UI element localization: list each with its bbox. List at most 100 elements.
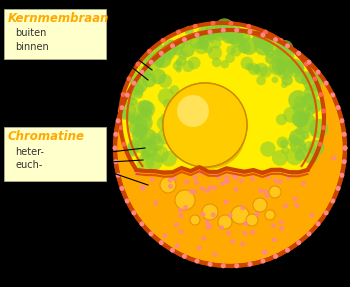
Circle shape (195, 33, 199, 37)
Circle shape (253, 198, 267, 212)
Circle shape (231, 206, 249, 224)
Circle shape (343, 146, 347, 150)
Circle shape (253, 32, 268, 46)
Circle shape (340, 173, 344, 177)
Circle shape (234, 176, 238, 180)
Circle shape (186, 106, 224, 144)
Circle shape (274, 179, 278, 183)
Circle shape (259, 36, 275, 52)
Circle shape (201, 213, 205, 216)
Circle shape (126, 146, 137, 157)
Circle shape (176, 30, 181, 34)
Circle shape (311, 82, 320, 90)
Circle shape (176, 96, 234, 154)
Text: buiten: buiten (15, 28, 46, 38)
Circle shape (324, 211, 328, 215)
Circle shape (139, 66, 145, 72)
Circle shape (141, 185, 145, 189)
Circle shape (140, 222, 144, 226)
Circle shape (208, 224, 212, 228)
Circle shape (215, 173, 218, 177)
Circle shape (142, 73, 156, 87)
Circle shape (121, 92, 126, 97)
Circle shape (190, 110, 220, 140)
Circle shape (190, 215, 200, 225)
Circle shape (190, 190, 193, 193)
Circle shape (281, 82, 288, 88)
Circle shape (222, 30, 236, 44)
Text: Chromatine: Chromatine (8, 130, 85, 143)
Circle shape (265, 53, 275, 64)
Circle shape (194, 40, 209, 54)
Circle shape (133, 123, 148, 138)
Circle shape (163, 234, 167, 237)
Circle shape (157, 129, 173, 144)
Circle shape (129, 117, 148, 137)
Circle shape (205, 189, 209, 193)
Circle shape (271, 50, 284, 62)
Circle shape (174, 38, 185, 50)
Circle shape (231, 240, 235, 243)
Circle shape (261, 33, 265, 37)
Circle shape (118, 125, 123, 130)
Circle shape (142, 69, 151, 79)
Circle shape (239, 179, 243, 183)
Circle shape (120, 187, 124, 190)
Circle shape (284, 204, 287, 208)
Circle shape (171, 44, 174, 48)
Circle shape (238, 168, 241, 172)
Circle shape (254, 37, 273, 56)
Circle shape (163, 83, 247, 167)
Circle shape (269, 186, 281, 198)
Circle shape (296, 113, 316, 133)
Circle shape (228, 213, 232, 217)
Circle shape (125, 92, 135, 101)
Circle shape (256, 76, 266, 85)
Circle shape (220, 60, 229, 68)
Circle shape (163, 40, 178, 56)
Circle shape (240, 38, 258, 55)
Circle shape (160, 52, 163, 55)
Circle shape (151, 69, 166, 84)
Circle shape (178, 51, 188, 60)
Circle shape (174, 97, 246, 169)
Circle shape (195, 115, 216, 135)
Circle shape (151, 146, 169, 163)
Circle shape (292, 110, 309, 127)
Circle shape (332, 156, 336, 160)
Circle shape (241, 242, 244, 246)
Circle shape (148, 136, 164, 151)
Circle shape (132, 81, 136, 85)
Circle shape (263, 30, 268, 34)
Circle shape (183, 36, 192, 44)
Circle shape (288, 61, 304, 77)
Circle shape (154, 55, 166, 65)
Circle shape (128, 139, 140, 152)
Circle shape (178, 98, 232, 152)
Circle shape (141, 150, 150, 160)
Circle shape (293, 113, 308, 127)
Circle shape (140, 129, 157, 146)
Circle shape (176, 66, 182, 73)
Circle shape (226, 45, 236, 55)
Circle shape (288, 135, 300, 147)
Circle shape (140, 101, 155, 117)
Circle shape (128, 97, 138, 106)
Circle shape (141, 140, 158, 157)
Circle shape (154, 44, 164, 53)
Circle shape (158, 88, 174, 105)
Circle shape (272, 238, 276, 242)
Circle shape (264, 250, 267, 254)
Circle shape (302, 94, 318, 110)
Circle shape (198, 28, 216, 45)
Circle shape (179, 214, 183, 218)
Circle shape (168, 40, 175, 47)
Circle shape (208, 46, 222, 60)
Circle shape (222, 264, 225, 267)
Circle shape (318, 92, 323, 97)
Circle shape (260, 141, 275, 157)
Circle shape (225, 179, 228, 183)
Circle shape (125, 199, 129, 203)
Circle shape (292, 49, 297, 54)
Circle shape (276, 114, 287, 125)
